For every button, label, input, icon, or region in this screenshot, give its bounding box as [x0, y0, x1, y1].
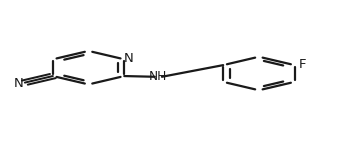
Text: N: N — [14, 77, 23, 90]
Text: N: N — [124, 52, 134, 65]
Text: F: F — [299, 58, 306, 71]
Text: NH: NH — [148, 70, 167, 83]
